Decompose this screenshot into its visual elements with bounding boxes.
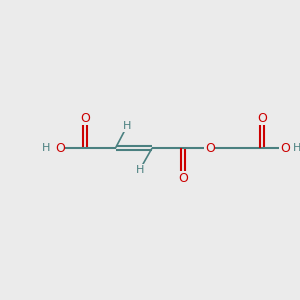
Text: H: H xyxy=(293,143,300,153)
Text: H: H xyxy=(123,121,131,131)
Text: H: H xyxy=(42,143,50,153)
Text: O: O xyxy=(205,142,215,154)
Text: O: O xyxy=(178,172,188,184)
Text: O: O xyxy=(55,142,64,154)
Text: O: O xyxy=(257,112,267,124)
Text: O: O xyxy=(80,112,90,124)
Text: O: O xyxy=(280,142,290,154)
Text: H: H xyxy=(135,165,144,175)
